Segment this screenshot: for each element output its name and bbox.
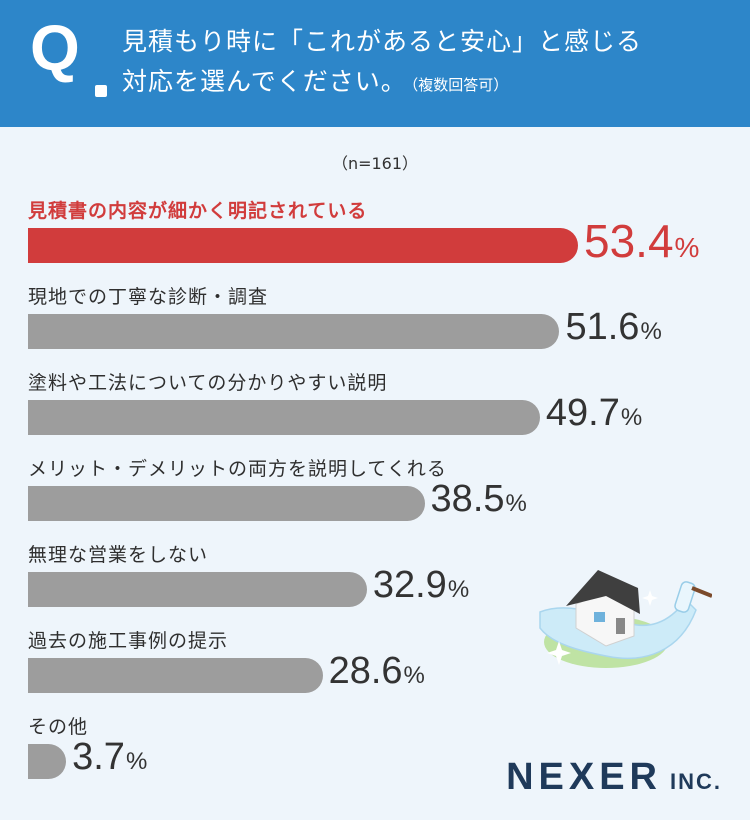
- logo-sub-text: INC.: [670, 769, 722, 794]
- value-number: 32.9: [372, 564, 447, 606]
- question-header: Q 見積もり時に「これがあると安心」と感じる 対応を選んでください。 （複数回答可…: [0, 0, 750, 127]
- value-unit: %: [125, 748, 148, 775]
- value-label: 28.6%: [329, 652, 425, 690]
- value-number: 51.6: [565, 306, 640, 348]
- sparkle-icon: [547, 641, 571, 665]
- question-mark: Q: [30, 12, 80, 84]
- value-number: 49.7: [545, 392, 620, 434]
- value-label: 38.5%: [431, 480, 527, 518]
- value-unit: %: [620, 404, 643, 431]
- value-unit: %: [640, 318, 662, 345]
- question-mark-dot: [95, 85, 107, 97]
- value-label: 53.4%: [584, 218, 699, 264]
- value-number: 28.6: [328, 650, 403, 692]
- category-label: 無理な営業をしない: [28, 544, 209, 566]
- value-unit: %: [447, 576, 470, 603]
- value-unit: %: [403, 662, 425, 689]
- house-window: [594, 612, 605, 622]
- value-label: 32.9%: [373, 566, 469, 604]
- bar: [28, 572, 367, 607]
- house-roof: [566, 570, 640, 614]
- value-label: 3.7%: [72, 738, 147, 776]
- category-label: メリット・デメリットの両方を説明してくれる: [28, 458, 447, 480]
- bar: [28, 658, 323, 693]
- house-painting-illustration: [539, 570, 712, 668]
- question-text-line1: 見積もり時に「これがあると安心」と感じる: [122, 27, 643, 56]
- question-text-line2-main: 対応を選んでください。: [122, 67, 407, 96]
- value-number: 53.4: [584, 215, 674, 267]
- value-number: 3.7: [72, 736, 125, 778]
- roller-handle: [691, 586, 712, 598]
- category-label: その他: [28, 716, 89, 738]
- value-unit: %: [505, 490, 527, 517]
- sparkle-icon: [642, 590, 658, 606]
- value-label: 49.7%: [546, 394, 642, 432]
- category-label: 塗料や工法についての分かりやすい説明: [28, 372, 388, 394]
- company-logo: NEXER INC.: [506, 758, 722, 796]
- bar: [28, 314, 560, 349]
- value-label: 51.6%: [565, 308, 661, 346]
- question-note: （複数回答可）: [410, 76, 509, 94]
- category-label: 見積書の内容が細かく明記されている: [28, 200, 368, 222]
- bar: [28, 486, 425, 521]
- paint-roller: [674, 581, 696, 613]
- value-unit: %: [674, 232, 700, 263]
- bar: [28, 228, 579, 263]
- sample-size: （n=161）: [331, 154, 419, 173]
- value-number: 38.5: [430, 478, 505, 520]
- category-label: 現地での丁寧な診断・調査: [28, 286, 269, 308]
- category-label: 過去の施工事例の提示: [28, 630, 229, 652]
- logo-main-text: NEXER: [506, 756, 662, 798]
- bar: [28, 400, 540, 435]
- question-text-line2: 対応を選んでください。 （複数回答可）: [122, 69, 508, 94]
- house-door: [616, 618, 625, 634]
- bar: [28, 744, 67, 779]
